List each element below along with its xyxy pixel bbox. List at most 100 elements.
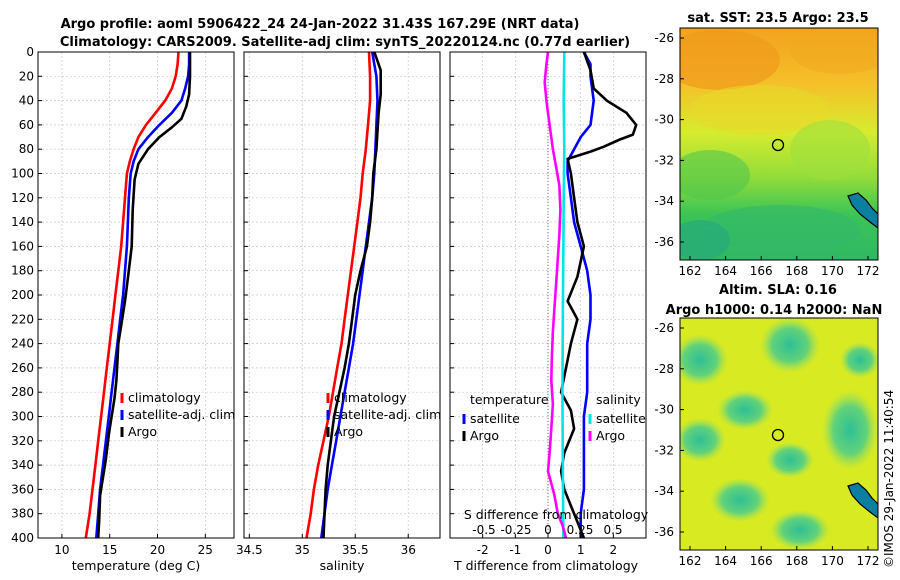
x-tick-label: 25 (198, 543, 213, 557)
x-tick-label: 20 (150, 543, 165, 557)
legend-label: Argo (596, 428, 625, 443)
argo-float-marker-sla (771, 428, 785, 442)
legend-label: Argo (334, 424, 363, 439)
map-y-tick-label: -34 (654, 194, 674, 208)
depth-tick-label: 60 (19, 118, 34, 132)
legend-label: satellite (596, 411, 646, 426)
imos-credit: ©IMOS 29-Jan-2022 11:40:54 (882, 390, 896, 568)
sla-map-panel: Altim. SLA: 0.16 Argo h1000: 0.14 h2000:… (654, 283, 882, 568)
x-tick-label: -2 (477, 543, 489, 557)
depth-tick-label: 140 (11, 215, 34, 229)
depth-tick-label: 320 (11, 434, 34, 448)
map-y-tick-label: -28 (654, 362, 674, 376)
map-x-tick-label: 170 (821, 264, 844, 278)
depth-tick-label: 20 (19, 69, 34, 83)
map-x-tick-label: 162 (679, 264, 702, 278)
map-x-tick-label: 168 (785, 554, 808, 568)
depth-tick-label: 280 (11, 385, 34, 399)
coastline-new-caledonia (847, 192, 878, 229)
map-y-tick-label: -30 (654, 403, 674, 417)
map-x-tick-label: 172 (857, 554, 880, 568)
figure-title-line2: Climatology: CARS2009. Satellite-adj cli… (60, 35, 630, 50)
x-tick-label: 35 (295, 543, 310, 557)
x-tick-label: 2 (610, 543, 618, 557)
x-tick-label: 36 (401, 543, 416, 557)
sst-map-title: sat. SST: 23.5 Argo: 23.5 (687, 11, 868, 26)
map-y-tick-label: -26 (654, 31, 674, 45)
temperature-profile-panel: 0 20 40 60 80 100 120 140 160 180 200 220 240 260 280 3… (11, 45, 235, 573)
series-line-s-argo (543, 51, 568, 539)
map-x-tick-label: 166 (750, 264, 773, 278)
series-line-climatology (84, 51, 180, 539)
legend-label: Argo (128, 424, 157, 439)
series-line-satellite-adj-clim (95, 52, 191, 539)
salinity-profile-panel: 34.5 35 35.5 36 salinity climatology satellite… (236, 51, 441, 573)
legend-title-salinity: salinity (596, 392, 641, 407)
map-y-tick-label: -32 (654, 153, 674, 167)
map-x-tick-label: 164 (714, 264, 737, 278)
sst-map-panel: sat. SST: 23.5 Argo: 23.5 162 164 166 168 17… (654, 11, 880, 278)
sla-map-title-line1: Altim. SLA: 0.16 (719, 283, 837, 298)
s-axis-label: S difference from climatology (464, 507, 649, 522)
x-tick-label: 10 (54, 543, 69, 557)
depth-tick-label: 160 (11, 239, 34, 253)
s-tick-label: 0.25 (567, 523, 594, 537)
x-axis-label: T difference from climatology (453, 558, 639, 573)
map-x-tick-label: 162 (679, 554, 702, 568)
depth-tick-label: 120 (11, 191, 34, 205)
coastline-new-caledonia-sla (847, 482, 878, 519)
figure-title-line1: Argo profile: aoml 5906422_24 24-Jan-202… (61, 17, 580, 32)
series-line-argo (322, 51, 382, 539)
depth-tick-label: 180 (11, 264, 34, 278)
legend-label: satellite-adj. clim (128, 407, 235, 422)
s-tick-label: 0 (544, 523, 552, 537)
map-y-tick-label: -36 (654, 235, 674, 249)
depth-tick-label: 340 (11, 458, 34, 472)
depth-tick-label: 100 (11, 167, 34, 181)
depth-tick-label: 40 (19, 94, 34, 108)
x-tick-label: 34.5 (236, 543, 263, 557)
x-axis-label: temperature (deg C) (72, 558, 201, 573)
depth-tick-label: 260 (11, 361, 34, 375)
s-tick-label: -0.5 (472, 523, 495, 537)
series-line-satellite-adj-clim (320, 51, 379, 539)
depth-tick-label: 360 (11, 482, 34, 496)
depth-tick-label: 380 (11, 507, 34, 521)
legend-label: climatology (334, 390, 407, 405)
x-tick-label: 1 (577, 543, 585, 557)
map-y-tick-label: -34 (654, 484, 674, 498)
x-tick-label: 15 (102, 543, 117, 557)
s-tick-label: -0.25 (500, 523, 531, 537)
series-line-s-satellite (561, 51, 566, 539)
x-axis-label: salinity (320, 558, 365, 573)
map-y-tick-label: -26 (654, 321, 674, 335)
map-y-tick-label: -32 (654, 443, 674, 457)
legend-label: satellite-adj. clim (334, 407, 441, 422)
argo-float-marker (771, 138, 785, 152)
x-tick-label: 35.5 (342, 543, 369, 557)
map-x-tick-label: 164 (714, 554, 737, 568)
legend-label: Argo (470, 428, 499, 443)
difference-profile-panel: -2 -1 0 1 2T difference from climatology temp… (449, 51, 649, 573)
s-tick-label: 0.5 (603, 523, 622, 537)
map-y-tick-label: -30 (654, 113, 674, 127)
depth-tick-label: 400 (11, 531, 34, 545)
legend-label: satellite (470, 411, 520, 426)
depth-tick-label: 0 (26, 45, 34, 59)
sla-map-title-line2: Argo h1000: 0.14 h2000: NaN (666, 303, 883, 318)
map-x-tick-label: 168 (785, 264, 808, 278)
map-x-tick-label: 172 (857, 264, 880, 278)
depth-tick-label: 240 (11, 337, 34, 351)
legend-title-temperature: temperature (470, 392, 549, 407)
map-y-tick-label: -36 (654, 525, 674, 539)
depth-tick-label: 200 (11, 288, 34, 302)
x-tick-label: -1 (509, 543, 521, 557)
depth-tick-label: 300 (11, 410, 34, 424)
series-line-climatology (305, 51, 372, 539)
series-line-t-argo (559, 51, 638, 539)
map-y-tick-label: -28 (654, 72, 674, 86)
series-line-t-satellite (566, 51, 595, 538)
depth-tick-label: 220 (11, 312, 34, 326)
series-line-argo (96, 52, 192, 539)
